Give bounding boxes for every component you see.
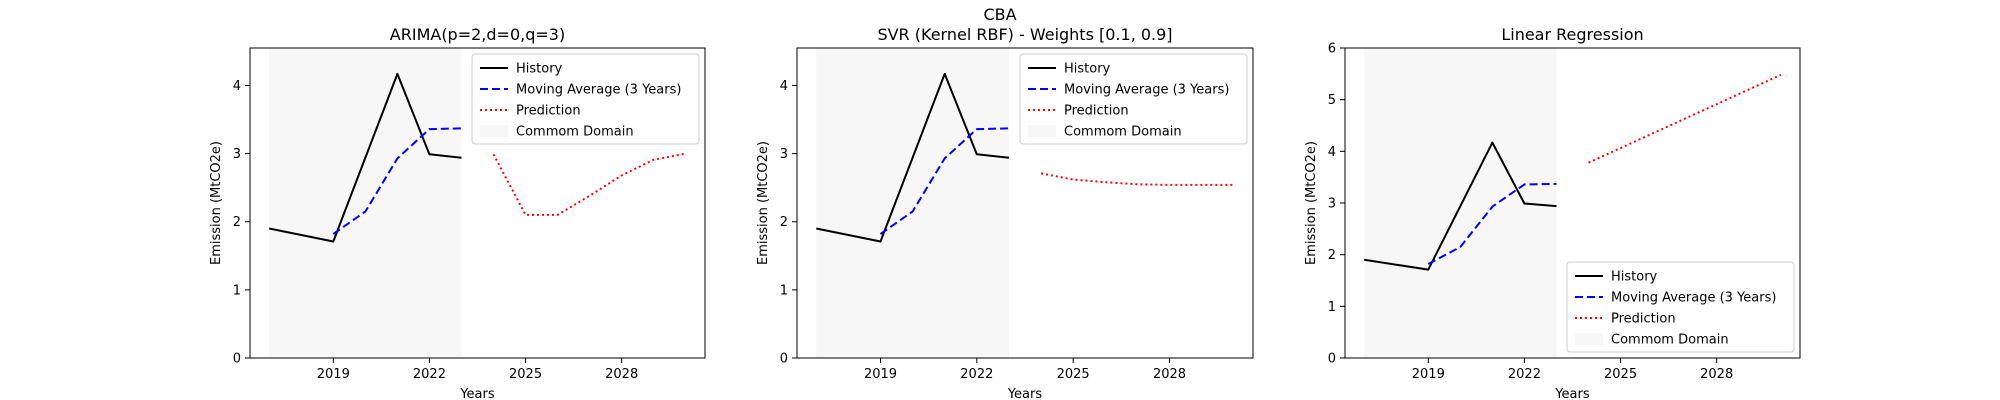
- chart-3: 2019 2022 2025 2028 0 1 2 3 4 5 6 Linear Regression…: [1304, 25, 1801, 400]
- x-tick-label: 2028: [605, 367, 638, 382]
- legend-label: Moving Average (3 Years): [1611, 291, 1776, 306]
- y-tick-label: 2: [780, 215, 788, 230]
- plot-frame: [249, 47, 706, 359]
- series-line-1: [1364, 141, 1557, 271]
- y-axis-label: Emission (MtCO2e): [756, 141, 771, 265]
- y-axis-label: Emission (MtCO2e): [209, 141, 224, 265]
- x-axis-label: Years: [1554, 387, 1590, 400]
- x-tick-label: 2019: [317, 367, 350, 382]
- y-tick-label: 6: [1328, 42, 1336, 57]
- series-line-2: [332, 127, 462, 235]
- legend-label: Commom Domain: [1064, 125, 1182, 140]
- legend-label: Commom Domain: [516, 125, 634, 140]
- y-tick-label: 1: [780, 283, 788, 298]
- chart-title: ARIMA(p=2,d=0,q=3): [390, 25, 565, 44]
- x-tick-label: 2028: [1153, 367, 1186, 382]
- legend-label: Commom Domain: [1611, 333, 1729, 348]
- y-tick-label: 1: [233, 283, 241, 298]
- legend: History Moving Average (3 Years) Predictio…: [471, 53, 700, 145]
- x-tick-label: 2022: [960, 367, 993, 382]
- common-domain-area: [816, 48, 1009, 358]
- legend: History Moving Average (3 Years) Predictio…: [1566, 261, 1795, 353]
- legend-label: Prediction: [1064, 104, 1129, 119]
- x-tick-label: 2025: [1604, 367, 1637, 382]
- y-tick-label: 3: [233, 147, 241, 162]
- x-tick-label: 2025: [509, 367, 542, 382]
- plot-frame: [796, 47, 1254, 359]
- series-line-1: [816, 72, 1010, 243]
- series-line-2: [879, 127, 1009, 235]
- y-tick-label: 3: [780, 147, 788, 162]
- legend-swatch: [480, 125, 508, 137]
- y-tick-label: 3: [1328, 197, 1336, 212]
- legend-swatch: [1575, 333, 1603, 345]
- common-domain-area: [269, 48, 462, 358]
- legend-label: History: [1064, 62, 1111, 77]
- y-tick-label: 1: [1328, 300, 1336, 315]
- y-tick-label: 4: [1328, 145, 1336, 160]
- y-tick-label: 4: [780, 79, 788, 94]
- y-tick-label: 4: [233, 79, 241, 94]
- legend-label: History: [1611, 270, 1658, 285]
- legend-label: History: [516, 62, 563, 77]
- legend-box: [471, 53, 700, 145]
- y-tick-label: 2: [233, 215, 241, 230]
- y-tick-label: 0: [780, 352, 788, 367]
- chart-title: Linear Regression: [1501, 25, 1643, 44]
- legend-label: Prediction: [1611, 312, 1676, 327]
- series-line-3: [1588, 73, 1782, 164]
- chart-title: SVR (Kernel RBF) - Weights [0.1, 0.9]: [877, 25, 1172, 44]
- legend-box: [1019, 53, 1248, 145]
- legend: History Moving Average (3 Years) Predictio…: [1019, 53, 1248, 145]
- y-tick-label: 2: [1328, 248, 1336, 263]
- y-tick-label: 0: [233, 352, 241, 367]
- legend-label: Moving Average (3 Years): [1064, 83, 1229, 98]
- y-tick-label: 0: [1328, 352, 1336, 367]
- legend-swatch: [1028, 125, 1056, 137]
- series-line-1: [269, 72, 462, 243]
- x-axis-label: Years: [1007, 387, 1043, 400]
- figure-suptitle: CBA: [983, 5, 1017, 24]
- x-tick-label: 2022: [1508, 367, 1541, 382]
- x-tick-label: 2022: [413, 367, 446, 382]
- series-line-3: [492, 152, 686, 216]
- legend-label: Moving Average (3 Years): [516, 83, 681, 98]
- series-line-3: [1040, 172, 1234, 186]
- y-axis-label: Emission (MtCO2e): [1304, 141, 1319, 265]
- legend-box: [1566, 261, 1795, 353]
- x-tick-label: 2019: [864, 367, 897, 382]
- x-tick-label: 2028: [1700, 367, 1733, 382]
- x-axis-label: Years: [459, 387, 495, 400]
- series-line-2: [1427, 182, 1557, 265]
- y-tick-label: 5: [1328, 93, 1336, 108]
- chart-1: 2019 2022 2025 2028 0 1 2 3 4 ARIMA(p=2,d=0,q=3) Y…: [209, 25, 706, 400]
- chart-2: 2019 2022 2025 2028 0 1 2 3 4 SVR (Kernel RBF) - …: [756, 25, 1254, 400]
- legend-label: Prediction: [516, 104, 581, 119]
- x-tick-label: 2019: [1412, 367, 1445, 382]
- x-tick-label: 2025: [1057, 367, 1090, 382]
